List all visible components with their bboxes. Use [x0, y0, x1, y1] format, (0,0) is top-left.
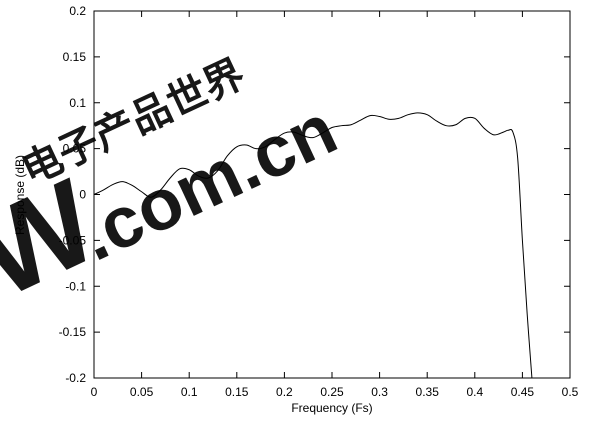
x-tick-label: 0	[91, 385, 98, 399]
y-tick-label: 0.05	[63, 142, 87, 156]
x-axis-title: Frequency (Fs)	[291, 401, 372, 415]
y-tick-label: 0.15	[63, 50, 87, 64]
x-tick-label: 0.2	[276, 385, 293, 399]
y-axis-title: Response (dB)	[13, 155, 27, 235]
response-curve	[93, 112, 533, 379]
x-tick-label: 0.3	[371, 385, 388, 399]
y-tick-label: 0.1	[69, 96, 86, 110]
x-tick-label: 0.35	[416, 385, 440, 399]
x-tick-label: 0.45	[511, 385, 535, 399]
x-axis-ticks: 0 0.05 0.1 0.15 0.2 0.25 0.3 0.35 0.4 0.45 0.5	[91, 11, 579, 399]
x-tick-label: 0.15	[225, 385, 249, 399]
x-tick-label: 0.1	[181, 385, 198, 399]
x-tick-label: 0.05	[130, 385, 154, 399]
y-tick-label: -0.1	[65, 279, 86, 293]
x-tick-label: 0.4	[466, 385, 483, 399]
watermark: W .com.cn 电子产品世界	[0, 52, 348, 324]
y-axis-ticks: -0.2 -0.15 -0.1 -0.05 0 0.05 0.1 0.15 0.2	[59, 4, 570, 385]
y-tick-label: -0.15	[59, 325, 87, 339]
x-tick-label: 0.5	[562, 385, 579, 399]
y-tick-label: 0	[79, 188, 86, 202]
y-tick-label: -0.05	[59, 233, 87, 247]
x-tick-label: 0.25	[320, 385, 344, 399]
y-tick-label: -0.2	[65, 371, 86, 385]
y-tick-label: 0.2	[69, 4, 86, 18]
